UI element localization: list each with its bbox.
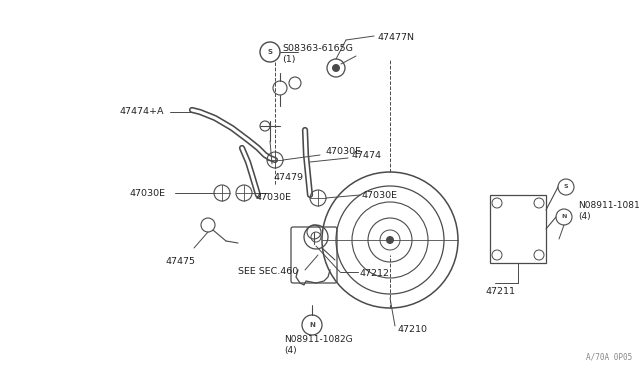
Text: 47030E: 47030E bbox=[325, 148, 361, 157]
Text: 47210: 47210 bbox=[398, 326, 428, 334]
Text: 47030E: 47030E bbox=[255, 193, 291, 202]
Text: 47479: 47479 bbox=[274, 173, 304, 183]
Text: S08363-6165G
(1): S08363-6165G (1) bbox=[282, 44, 353, 64]
Circle shape bbox=[386, 236, 394, 244]
Bar bbox=[490, 195, 546, 263]
Text: 47212: 47212 bbox=[360, 269, 390, 279]
Circle shape bbox=[332, 64, 340, 72]
Text: 47477N: 47477N bbox=[378, 33, 415, 42]
Text: SEE SEC.460: SEE SEC.460 bbox=[238, 267, 298, 276]
Text: S: S bbox=[268, 49, 273, 55]
Text: 47030E: 47030E bbox=[130, 189, 166, 198]
Text: 47211: 47211 bbox=[485, 286, 515, 295]
Text: N08911-1081G
(4): N08911-1081G (4) bbox=[578, 201, 640, 221]
Text: N08911-1082G
(4): N08911-1082G (4) bbox=[284, 335, 353, 355]
Text: 47030E: 47030E bbox=[362, 192, 398, 201]
Text: A/70A 0P05: A/70A 0P05 bbox=[586, 353, 632, 362]
Text: N: N bbox=[561, 215, 566, 219]
Text: S: S bbox=[564, 185, 568, 189]
Text: 47475: 47475 bbox=[165, 257, 195, 266]
Text: N: N bbox=[309, 322, 315, 328]
Text: 47474+A: 47474+A bbox=[120, 108, 164, 116]
Text: 47474: 47474 bbox=[352, 151, 382, 160]
